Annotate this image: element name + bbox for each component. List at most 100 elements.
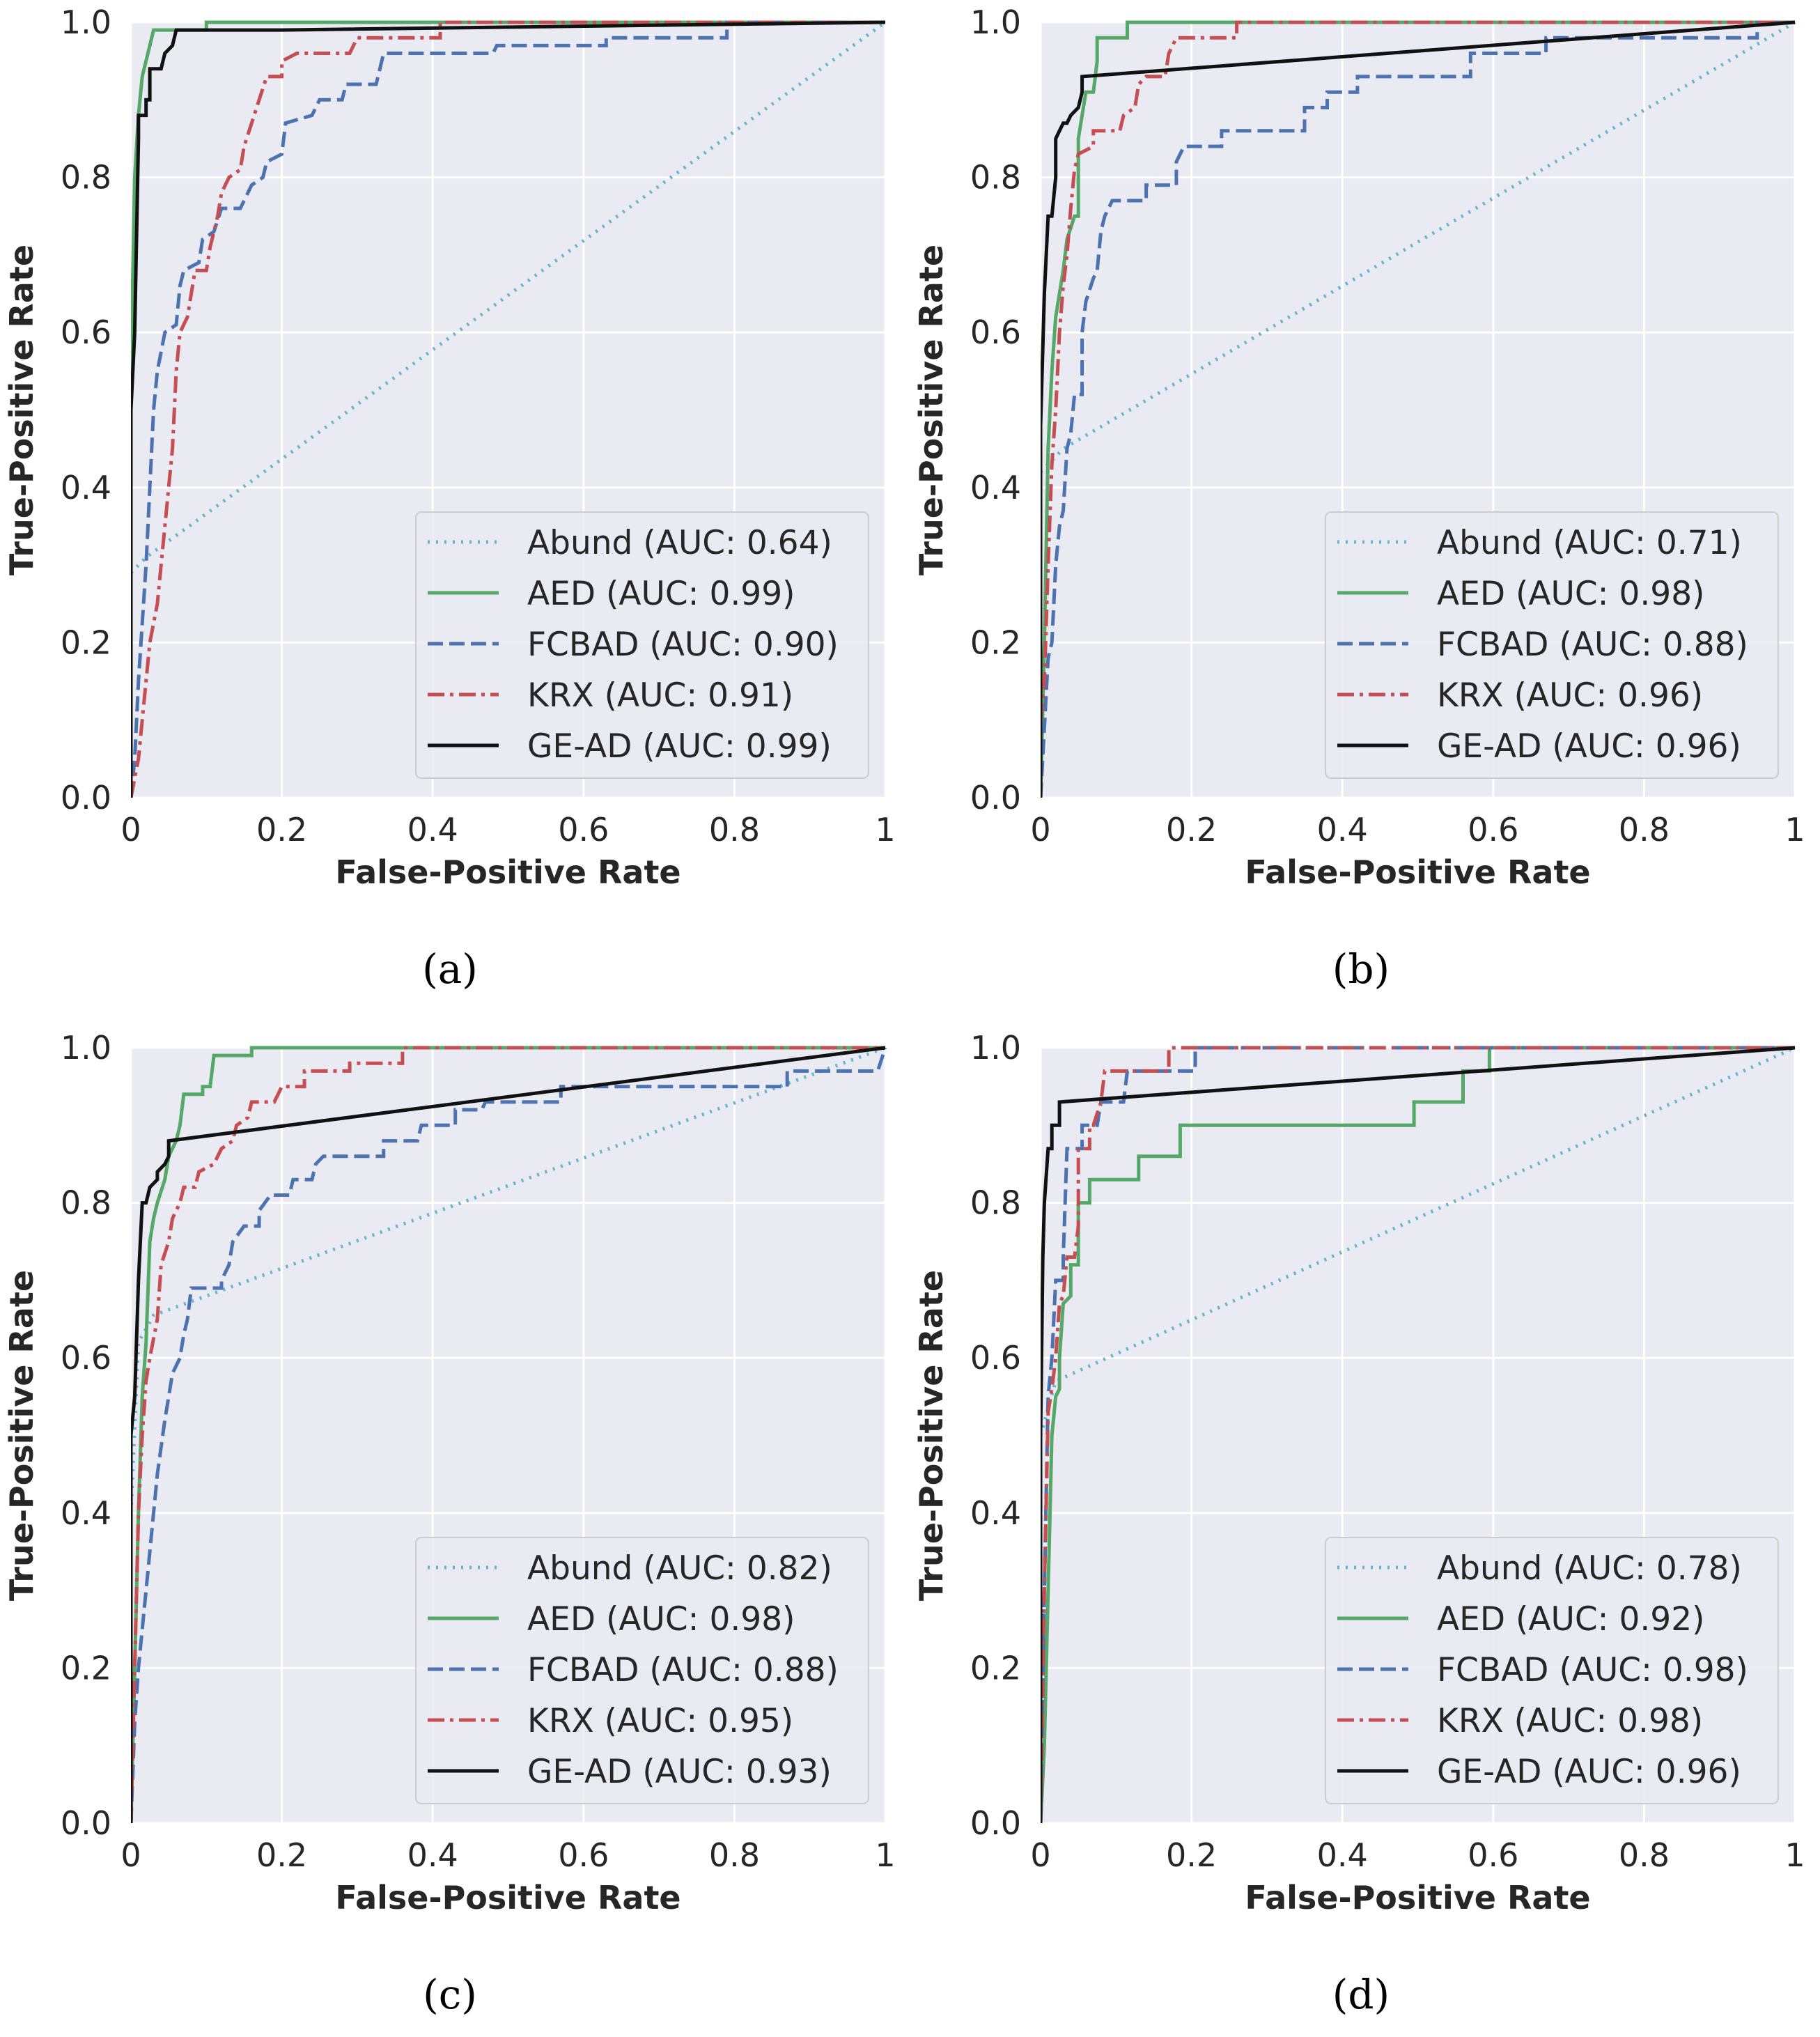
roc-curve-ge-ad: [1041, 1046, 1796, 1823]
legend-label: AED (AUC: 0.92): [1437, 1600, 1704, 1639]
legend-label: GE-AD (AUC: 0.96): [1437, 1753, 1741, 1791]
x-tick-label: 1: [1784, 811, 1805, 849]
roc-curve-aed: [1041, 1046, 1795, 1824]
y-tick-label: 0.8: [61, 1184, 111, 1222]
legend-label: Abund (AUC: 0.78): [1437, 1549, 1742, 1588]
roc-curve-aed: [1041, 20, 1795, 798]
x-tick-label: 0.6: [1468, 811, 1518, 849]
roc-curve-abund: [1041, 1046, 1796, 1436]
legend-label: AED (AUC: 0.98): [527, 1600, 795, 1639]
roc-curve-aed: [131, 20, 885, 798]
roc-panel-c: 0 0.2 0.4 0.6 0.8 1 0.0 0.2 0.4 0.6 0.8 1.0 False-Po…: [3, 1029, 896, 2018]
x-tick-label: 0.2: [256, 1836, 307, 1874]
panel-caption: (a): [422, 945, 478, 993]
legend-label: KRX (AUC: 0.96): [1437, 676, 1703, 715]
series-group: [131, 1046, 887, 1824]
legend-box: [415, 1537, 869, 1804]
panel-caption: (b): [1332, 945, 1390, 993]
roc-curve-ge-ad: [1041, 20, 1796, 798]
legend-label: FCBAD (AUC: 0.88): [1437, 626, 1748, 664]
x-axis-label: False-Positive Rate: [335, 853, 680, 891]
legend-label: AED (AUC: 0.99): [527, 575, 795, 613]
y-tick-label: 0.2: [61, 1649, 111, 1687]
x-tick-label: 0.6: [558, 811, 609, 849]
x-tick-label: 0: [120, 1836, 141, 1874]
legend-label: GE-AD (AUC: 0.99): [527, 727, 832, 766]
roc-curve-aed: [131, 1046, 885, 1824]
y-axis-label: True-Positive Rate: [3, 245, 40, 575]
y-tick-label: 1.0: [970, 1029, 1021, 1067]
legend-label: GE-AD (AUC: 0.96): [1437, 727, 1741, 766]
legend-label: Abund (AUC: 0.82): [527, 1549, 832, 1588]
series-group: [1041, 20, 1796, 798]
x-tick-label: 0.8: [1619, 1836, 1670, 1874]
roc-curve-ge-ad: [131, 1046, 886, 1823]
roc-curve-abund: [131, 1046, 886, 1513]
y-tick-label: 0.0: [61, 1804, 111, 1842]
roc-curve-krx: [1041, 20, 1795, 720]
legend: Abund (AUC: 0.78) AED (AUC: 0.92) FCBAD (A…: [1325, 1537, 1779, 1804]
y-tick-label: 0.4: [970, 1494, 1021, 1532]
x-tick-label: 0: [1030, 811, 1050, 849]
x-tick-label: 0.4: [1317, 1836, 1368, 1874]
x-axis-label: False-Positive Rate: [1245, 853, 1590, 891]
y-tick-label: 0.2: [970, 1649, 1021, 1687]
y-tick-label: 0.6: [61, 313, 111, 351]
legend: Abund (AUC: 0.64) AED (AUC: 0.99) FCBAD (A…: [415, 511, 869, 779]
x-tick-label: 0.4: [1317, 811, 1368, 849]
y-tick-label: 0.2: [970, 624, 1021, 661]
x-tick-label: 0.8: [709, 811, 760, 849]
legend-label: Abund (AUC: 0.71): [1437, 524, 1742, 562]
legend-box: [1325, 1537, 1779, 1804]
roc-curve-krx: [1041, 1046, 1795, 1824]
legend: Abund (AUC: 0.71) AED (AUC: 0.98) FCBAD (A…: [1325, 511, 1779, 779]
y-axis-label: True-Positive Rate: [912, 1270, 950, 1601]
x-tick-label: 0.8: [1619, 811, 1670, 849]
legend-label: GE-AD (AUC: 0.93): [527, 1753, 832, 1791]
x-tick-label: 1: [875, 811, 895, 849]
y-axis-label: True-Positive Rate: [3, 1270, 40, 1601]
legend-label: Abund (AUC: 0.64): [527, 524, 832, 562]
x-tick-label: 1: [875, 1836, 895, 1874]
y-tick-label: 0.4: [970, 469, 1021, 506]
x-tick-label: 0.2: [1166, 811, 1217, 849]
y-tick-label: 0.0: [970, 779, 1021, 816]
y-tick-label: 1.0: [61, 3, 111, 41]
x-tick-label: 0: [1030, 1836, 1050, 1874]
roc-curve-fcbad: [1041, 20, 1795, 798]
y-tick-label: 0.6: [970, 313, 1021, 351]
x-tick-label: 1: [1784, 1836, 1805, 1874]
legend-label: KRX (AUC: 0.98): [1437, 1702, 1703, 1740]
x-tick-label: 0.6: [558, 1836, 609, 1874]
x-tick-label: 0.6: [1468, 1836, 1518, 1874]
legend-label: KRX (AUC: 0.91): [527, 676, 793, 715]
y-tick-label: 0.8: [61, 159, 111, 196]
series-group: [1041, 1046, 1796, 1824]
roc-panel-b: 0 0.2 0.4 0.6 0.8 1 0.0 0.2 0.4 0.6 0.8 1.0 False-Po…: [912, 3, 1805, 993]
legend-label: FCBAD (AUC: 0.98): [1437, 1651, 1748, 1689]
legend: Abund (AUC: 0.82) AED (AUC: 0.98) FCBAD (A…: [415, 1537, 869, 1804]
panel-caption: (d): [1332, 1971, 1390, 2018]
roc-curve-fcbad: [1041, 1046, 1795, 1824]
y-tick-label: 0.0: [970, 1804, 1021, 1842]
legend-box: [1325, 511, 1779, 779]
x-tick-label: 0.2: [256, 811, 307, 849]
roc-curve-ge-ad: [131, 20, 886, 798]
y-tick-label: 1.0: [61, 1029, 111, 1067]
y-tick-label: 0.6: [61, 1339, 111, 1377]
roc-curve-krx: [131, 1046, 885, 1824]
legend-label: FCBAD (AUC: 0.90): [527, 626, 839, 664]
roc-curve-fcbad: [131, 1047, 887, 1824]
y-tick-label: 0.2: [61, 624, 111, 661]
y-tick-label: 1.0: [970, 3, 1021, 41]
roc-curve-krx: [131, 20, 885, 798]
roc-panel-d: 0 0.2 0.4 0.6 0.8 1 0.0 0.2 0.4 0.6 0.8 1.0 False-Po…: [912, 1029, 1805, 2018]
roc-panel-a: 0 0.2 0.4 0.6 0.8 1 0.0 0.2 0.4 0.6 0.8 1.0 False-Po…: [3, 3, 896, 993]
y-tick-label: 0.0: [61, 779, 111, 816]
x-tick-label: 0.4: [407, 811, 458, 849]
y-tick-label: 0.6: [970, 1339, 1021, 1377]
x-tick-label: 0.4: [407, 1836, 458, 1874]
y-tick-label: 0.4: [61, 1494, 111, 1532]
legend-label: KRX (AUC: 0.95): [527, 1702, 793, 1740]
